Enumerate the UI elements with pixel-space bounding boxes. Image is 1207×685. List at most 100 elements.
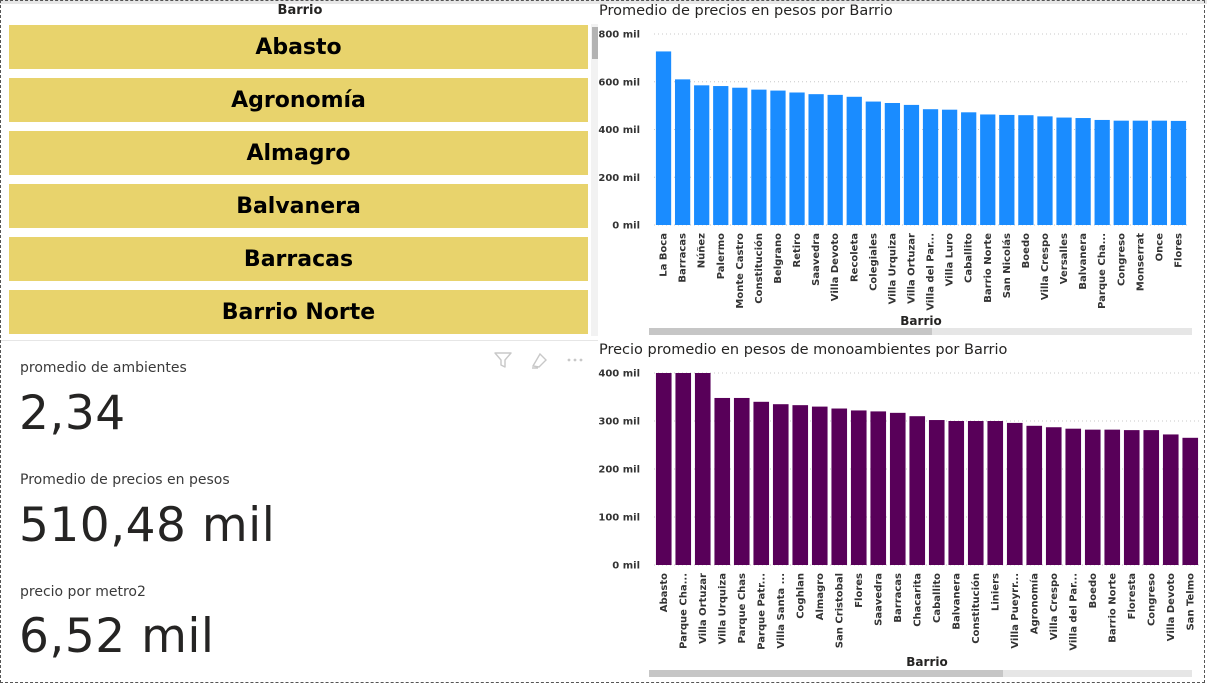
bar[interactable] [1123, 430, 1140, 565]
bar[interactable] [655, 51, 672, 226]
x-tick-label: Flores [854, 573, 865, 608]
bar[interactable] [941, 109, 958, 225]
slicer-item[interactable]: Barracas [9, 237, 588, 281]
more-options-icon[interactable] [564, 349, 586, 371]
x-tick-label: Congreso [1146, 573, 1157, 626]
bar[interactable] [655, 373, 672, 565]
card-value-metro2: 6,52 mil [19, 609, 215, 664]
bar[interactable] [870, 411, 887, 565]
bar[interactable] [1037, 116, 1053, 225]
bar[interactable] [980, 114, 996, 225]
bar[interactable] [1170, 120, 1187, 225]
x-tick-label: Núñez [696, 233, 708, 268]
bar[interactable] [865, 101, 881, 225]
bar[interactable] [846, 96, 862, 225]
bar[interactable] [1006, 422, 1023, 565]
bar[interactable] [753, 401, 770, 565]
bar[interactable] [948, 421, 965, 565]
chart2-scrollbar-thumb[interactable] [649, 670, 1003, 677]
card-value-ambientes: 2,34 [19, 386, 126, 441]
x-tick-label: Villa del Par... [1068, 573, 1079, 651]
x-tick-label: San Telmo [1185, 573, 1196, 631]
x-tick-label: Colegiales [868, 233, 879, 291]
x-tick-label: Parque Cha... [678, 573, 689, 649]
bar[interactable] [1018, 115, 1034, 225]
bar[interactable] [1026, 425, 1043, 565]
bar[interactable] [1143, 430, 1160, 565]
slicer-item[interactable]: Agronomía [9, 78, 588, 122]
bar[interactable] [1151, 120, 1168, 225]
bar[interactable] [714, 397, 731, 565]
bar[interactable] [789, 92, 805, 226]
x-tick-label: Monserrat [1135, 233, 1146, 291]
x-tick-label: Saavedra [873, 573, 884, 626]
bar[interactable] [1065, 428, 1082, 565]
bar[interactable] [1132, 120, 1148, 225]
x-tick-label: Retiro [792, 233, 803, 268]
bar[interactable] [770, 90, 786, 226]
slicer-item[interactable]: Barrio Norte [9, 290, 588, 334]
filter-icon[interactable] [492, 349, 514, 371]
bar[interactable] [772, 404, 789, 565]
x-tick-label: Abasto [659, 573, 670, 612]
bar[interactable] [713, 86, 729, 225]
bar[interactable] [889, 412, 906, 565]
bar-chart-precios: 0 mil 200 mil 400 mil 600 mil 800 mil La Boca… [598, 30, 1188, 328]
x-tick-label: Barrio Norte [983, 233, 994, 303]
slicer-item[interactable]: Balvanera [9, 184, 588, 228]
x-tick-label: San Nicolás [1001, 233, 1013, 298]
x-tick-label: La Boca [659, 233, 670, 277]
x-tick-label: Floresta [1127, 573, 1138, 619]
chart1-scrollbar-thumb[interactable] [649, 328, 932, 335]
bar[interactable] [967, 421, 984, 565]
x-tick-label: Villa Ortuzar [906, 233, 917, 304]
bar[interactable] [1075, 118, 1091, 225]
bar[interactable] [1084, 429, 1101, 565]
bar[interactable] [1182, 437, 1199, 565]
x-axis-label: Barrio [900, 314, 941, 328]
bar[interactable] [909, 416, 926, 565]
bar[interactable] [751, 89, 767, 225]
bar[interactable] [850, 410, 867, 565]
bar[interactable] [928, 420, 945, 565]
x-tick-label: Liniers [990, 573, 1001, 611]
slicer-item[interactable]: Abasto [9, 25, 588, 69]
bar[interactable] [827, 94, 843, 225]
bar[interactable] [694, 373, 711, 565]
bar[interactable] [792, 405, 809, 565]
slicer-title: Barrio [277, 3, 323, 18]
bar[interactable] [999, 114, 1015, 225]
bar[interactable] [1162, 434, 1179, 565]
slicer-scrollbar-track[interactable] [591, 24, 598, 336]
bar[interactable] [733, 397, 750, 565]
slicer-item-label: Abasto [255, 34, 342, 60]
bar[interactable] [1094, 119, 1110, 225]
slicer-scrollbar-thumb[interactable] [592, 27, 598, 59]
bar[interactable] [675, 373, 692, 565]
bar[interactable] [674, 79, 691, 225]
bar[interactable] [884, 102, 901, 225]
bar[interactable] [694, 85, 710, 225]
bar[interactable] [922, 109, 939, 225]
bar[interactable] [1113, 120, 1129, 225]
bar[interactable] [987, 421, 1004, 565]
bar[interactable] [1045, 427, 1062, 565]
x-tick-label: Villa Ortuzar [698, 573, 709, 644]
y-tick-label: 300 mil [598, 417, 640, 428]
bar[interactable] [903, 104, 920, 225]
bar[interactable] [831, 408, 848, 565]
bar[interactable] [1056, 117, 1072, 225]
bar[interactable] [961, 112, 977, 225]
x-tick-label: Flores [1173, 233, 1184, 268]
x-tick-label: Barracas [893, 573, 904, 623]
x-tick-label: Barrio Norte [1107, 573, 1118, 643]
bar[interactable] [811, 406, 828, 565]
focus-mode-icon[interactable] [528, 349, 550, 371]
bar[interactable] [732, 87, 748, 225]
slicer-item[interactable]: Almagro [9, 131, 588, 175]
section-divider [0, 340, 598, 341]
bar[interactable] [1104, 429, 1121, 565]
x-tick-label: Boedo [1088, 573, 1099, 608]
bar[interactable] [808, 94, 824, 225]
